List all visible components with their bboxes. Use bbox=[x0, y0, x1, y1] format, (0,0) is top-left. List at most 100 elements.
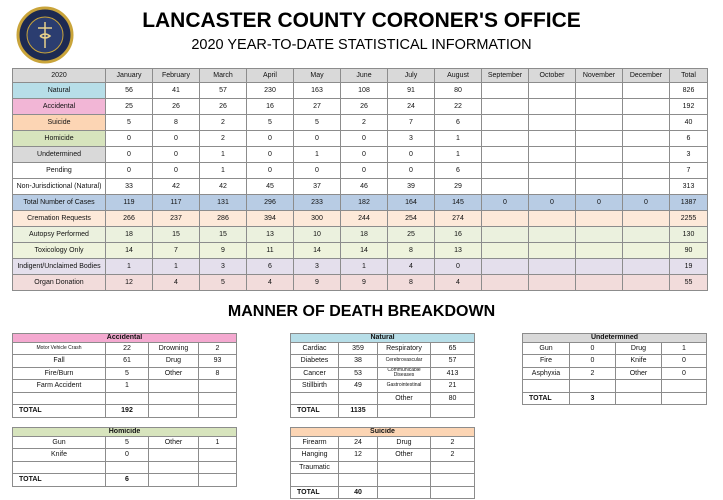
data-cell: 254 bbox=[387, 210, 435, 227]
data-cell bbox=[575, 82, 623, 99]
row-total: 6 bbox=[669, 130, 708, 147]
data-cell: 7 bbox=[152, 242, 200, 259]
data-cell: 9 bbox=[199, 242, 247, 259]
data-cell: 4 bbox=[246, 274, 294, 291]
label-cell: Other bbox=[148, 435, 199, 449]
row-label: Total Number of Cases bbox=[12, 194, 106, 211]
value-cell bbox=[198, 404, 237, 418]
data-cell: 0 bbox=[152, 162, 200, 179]
data-cell: 15 bbox=[199, 226, 247, 243]
value-cell bbox=[430, 460, 475, 474]
label-cell bbox=[377, 460, 431, 474]
row-label: Non-Jurisdictional (Natural) bbox=[12, 178, 106, 195]
value-cell: 2 bbox=[198, 341, 237, 355]
data-cell: 33 bbox=[105, 178, 153, 195]
row-label: Natural bbox=[12, 82, 106, 99]
data-cell: 57 bbox=[199, 82, 247, 99]
data-cell bbox=[622, 114, 670, 131]
column-header: July bbox=[387, 68, 435, 83]
label-cell bbox=[12, 391, 106, 405]
label-cell: TOTAL bbox=[290, 404, 339, 418]
data-cell bbox=[528, 114, 576, 131]
data-cell bbox=[622, 210, 670, 227]
label-cell: Farm Accident bbox=[12, 379, 106, 393]
data-cell: 2 bbox=[199, 114, 247, 131]
data-cell: 22 bbox=[434, 98, 482, 115]
data-cell: 24 bbox=[387, 98, 435, 115]
value-cell bbox=[430, 404, 475, 418]
data-cell: 0 bbox=[575, 194, 623, 211]
data-cell bbox=[481, 274, 529, 291]
label-cell: Respiratory bbox=[377, 341, 431, 355]
label-cell bbox=[377, 473, 431, 487]
value-cell: 0 bbox=[661, 366, 707, 380]
value-cell: 2 bbox=[569, 366, 616, 380]
value-cell: 2 bbox=[430, 448, 475, 462]
row-label: Toxicology Only bbox=[12, 242, 106, 259]
data-cell: 0 bbox=[152, 146, 200, 163]
data-cell: 145 bbox=[434, 194, 482, 211]
data-cell: 4 bbox=[434, 274, 482, 291]
value-cell: 93 bbox=[198, 354, 237, 368]
column-header: May bbox=[293, 68, 341, 83]
row-total: 40 bbox=[669, 114, 708, 131]
data-cell: 10 bbox=[293, 226, 341, 243]
data-cell bbox=[528, 242, 576, 259]
row-total: 2255 bbox=[669, 210, 708, 227]
label-cell bbox=[148, 460, 199, 474]
data-cell: 13 bbox=[246, 226, 294, 243]
data-cell bbox=[528, 226, 576, 243]
data-cell: 42 bbox=[152, 178, 200, 195]
column-header: April bbox=[246, 68, 294, 83]
label-cell: Drug bbox=[377, 435, 431, 449]
data-cell: 0 bbox=[340, 162, 388, 179]
data-cell bbox=[481, 242, 529, 259]
data-cell bbox=[575, 242, 623, 259]
data-cell: 4 bbox=[152, 274, 200, 291]
data-cell bbox=[528, 130, 576, 147]
value-cell: 49 bbox=[338, 379, 378, 393]
label-cell bbox=[148, 391, 199, 405]
data-cell: 29 bbox=[434, 178, 482, 195]
data-cell bbox=[575, 98, 623, 115]
data-cell: 9 bbox=[293, 274, 341, 291]
data-cell: 8 bbox=[152, 114, 200, 131]
data-cell: 5 bbox=[246, 114, 294, 131]
data-cell: 56 bbox=[105, 82, 153, 99]
value-cell bbox=[338, 391, 378, 405]
column-header: Total bbox=[669, 68, 708, 83]
data-cell: 16 bbox=[246, 98, 294, 115]
label-cell bbox=[148, 473, 199, 487]
row-total: 19 bbox=[669, 258, 708, 275]
data-cell: 6 bbox=[434, 162, 482, 179]
section-title: MANNER OF DEATH BREAKDOWN bbox=[227, 303, 496, 320]
data-cell: 0 bbox=[293, 162, 341, 179]
data-cell: 0 bbox=[105, 146, 153, 163]
column-header: August bbox=[434, 68, 482, 83]
label-cell bbox=[148, 448, 199, 462]
value-cell: 1 bbox=[105, 379, 149, 393]
data-cell: 12 bbox=[105, 274, 153, 291]
data-cell: 14 bbox=[293, 242, 341, 259]
label-cell: Fall bbox=[12, 354, 106, 368]
value-cell bbox=[198, 379, 237, 393]
row-label: Pending bbox=[12, 162, 106, 179]
data-cell: 1 bbox=[199, 162, 247, 179]
data-cell: 14 bbox=[340, 242, 388, 259]
label-cell bbox=[148, 379, 199, 393]
data-cell: 4 bbox=[387, 258, 435, 275]
data-cell: 6 bbox=[246, 258, 294, 275]
data-cell bbox=[481, 258, 529, 275]
data-cell: 1 bbox=[293, 146, 341, 163]
label-cell: TOTAL bbox=[522, 391, 570, 405]
label-cell: Other bbox=[377, 391, 431, 405]
value-cell bbox=[661, 391, 707, 405]
row-label: Undetermined bbox=[12, 146, 106, 163]
label-cell: Hanging bbox=[290, 448, 339, 462]
data-cell: 26 bbox=[199, 98, 247, 115]
label-cell bbox=[377, 404, 431, 418]
data-cell: 164 bbox=[387, 194, 435, 211]
data-cell bbox=[481, 114, 529, 131]
value-cell bbox=[430, 473, 475, 487]
data-cell bbox=[575, 210, 623, 227]
